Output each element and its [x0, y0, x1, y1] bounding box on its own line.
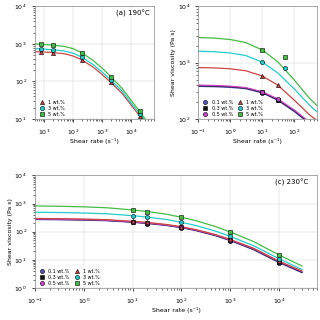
Legend: 0.1 wt.%, 0.3 wt.%, 0.5 wt.%, 1 wt.%, 3 wt.%, 5 wt.%: 0.1 wt.%, 0.3 wt.%, 0.5 wt.%, 1 wt.%, 3 … — [37, 268, 100, 286]
X-axis label: Shear rate (s⁻¹): Shear rate (s⁻¹) — [70, 138, 119, 144]
Legend: 1 wt.%, 3 wt.%, 5 wt.%: 1 wt.%, 3 wt.%, 5 wt.% — [37, 100, 66, 117]
Legend: 0.1 wt.%, 0.3 wt.%, 0.5 wt.%, 1 wt.%, 3 wt.%, 5 wt.%: 0.1 wt.%, 0.3 wt.%, 0.5 wt.%, 1 wt.%, 3 … — [200, 100, 263, 117]
Y-axis label: Shear viscosity (Pa s): Shear viscosity (Pa s) — [8, 198, 13, 265]
Text: (c) 230°C: (c) 230°C — [275, 179, 308, 186]
Y-axis label: Shear viscosity (Pa s): Shear viscosity (Pa s) — [171, 29, 176, 96]
X-axis label: Shear rate (s⁻¹): Shear rate (s⁻¹) — [233, 138, 282, 144]
X-axis label: Shear rate (s⁻¹): Shear rate (s⁻¹) — [152, 307, 200, 313]
Text: (a) 190°C: (a) 190°C — [116, 10, 150, 17]
